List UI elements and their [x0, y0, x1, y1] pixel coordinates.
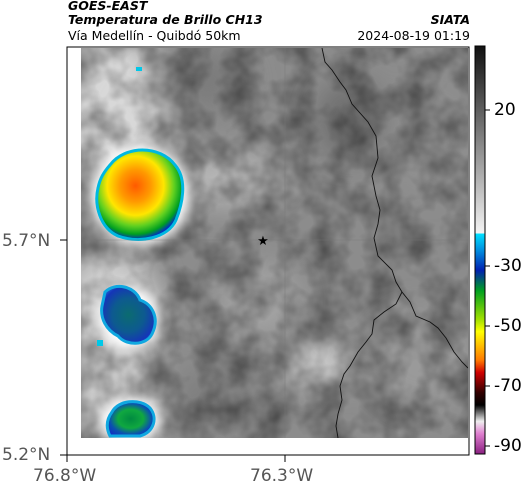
lon-tick-label: 76.3°W	[250, 466, 314, 486]
lat-tick-label: 5.7°N	[2, 231, 51, 251]
organization-label: SIATA	[430, 12, 470, 27]
department-boundary	[321, 48, 468, 369]
datetime-label: 2024-08-19 01:19	[357, 28, 470, 43]
convective-cell-bottom	[105, 400, 156, 438]
location-star-marker: ★	[257, 234, 269, 249]
colorbar-label: -50	[494, 316, 522, 336]
brightness-temperature-field	[81, 48, 468, 438]
lon-tick-label: 76.8°W	[33, 466, 97, 486]
department-boundary-branch	[335, 291, 403, 438]
colorbar-label: 20	[494, 100, 516, 120]
colorbar-label: -70	[494, 376, 522, 396]
colorbar	[474, 45, 490, 455]
convective-cell-south	[100, 284, 157, 345]
lat-tick-label: 5.2°N	[2, 445, 51, 465]
colorbar-label: -90	[494, 436, 522, 456]
satellite-title: GOES-EAST	[68, 0, 148, 13]
region-subtitle: Vía Medellín - Quibdó 50km	[68, 28, 241, 43]
convective-cell-main	[95, 148, 185, 241]
colorbar-label: -30	[494, 256, 522, 276]
product-title: Temperatura de Brillo CH13	[68, 12, 263, 27]
